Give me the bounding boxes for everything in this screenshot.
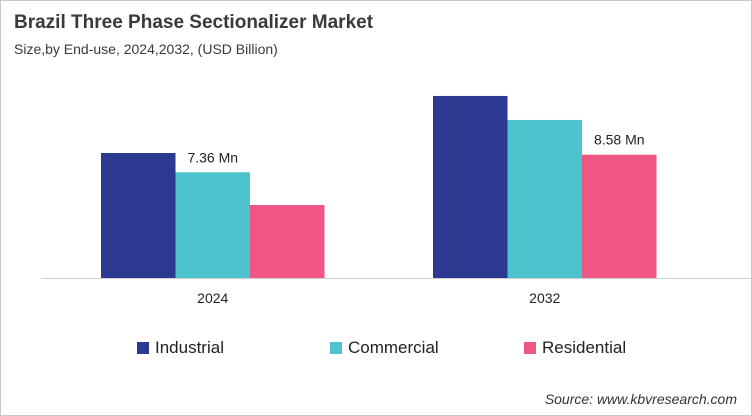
data-label: 7.36 Mn [187, 149, 238, 165]
plot-area: 2024 2032 7.36 Mn 8.58 Mn [41, 95, 751, 306]
legend-swatch-commercial [330, 342, 342, 354]
bar-commercial-2032 [507, 119, 582, 278]
bar-industrial-2024 [101, 153, 176, 278]
data-label: 8.58 Mn [594, 132, 645, 148]
legend-item-industrial: Industrial [137, 338, 224, 358]
source-note: Source: www.kbvresearch.com [544, 391, 737, 407]
chart-subtitle: Size,by End-use, 2024,2032, (USD Billion… [14, 41, 278, 57]
bar-residential-2024 [250, 205, 325, 278]
legend-item-commercial: Commercial [330, 338, 439, 358]
chart-title: Brazil Three Phase Sectionalizer Market [14, 12, 374, 33]
legend-label: Industrial [155, 338, 224, 357]
legend-label: Residential [542, 338, 627, 357]
legend-item-residential: Residential [524, 338, 626, 358]
bar-commercial-2024 [175, 172, 250, 278]
legend-swatch-industrial [137, 342, 149, 354]
x-tick-label: 2032 [529, 290, 560, 306]
bar-industrial-2032 [433, 95, 508, 278]
legend-swatch-residential [524, 342, 536, 354]
legend-label: Commercial [348, 338, 439, 357]
bar-residential-2032 [582, 154, 657, 278]
x-tick-label: 2024 [197, 290, 228, 306]
